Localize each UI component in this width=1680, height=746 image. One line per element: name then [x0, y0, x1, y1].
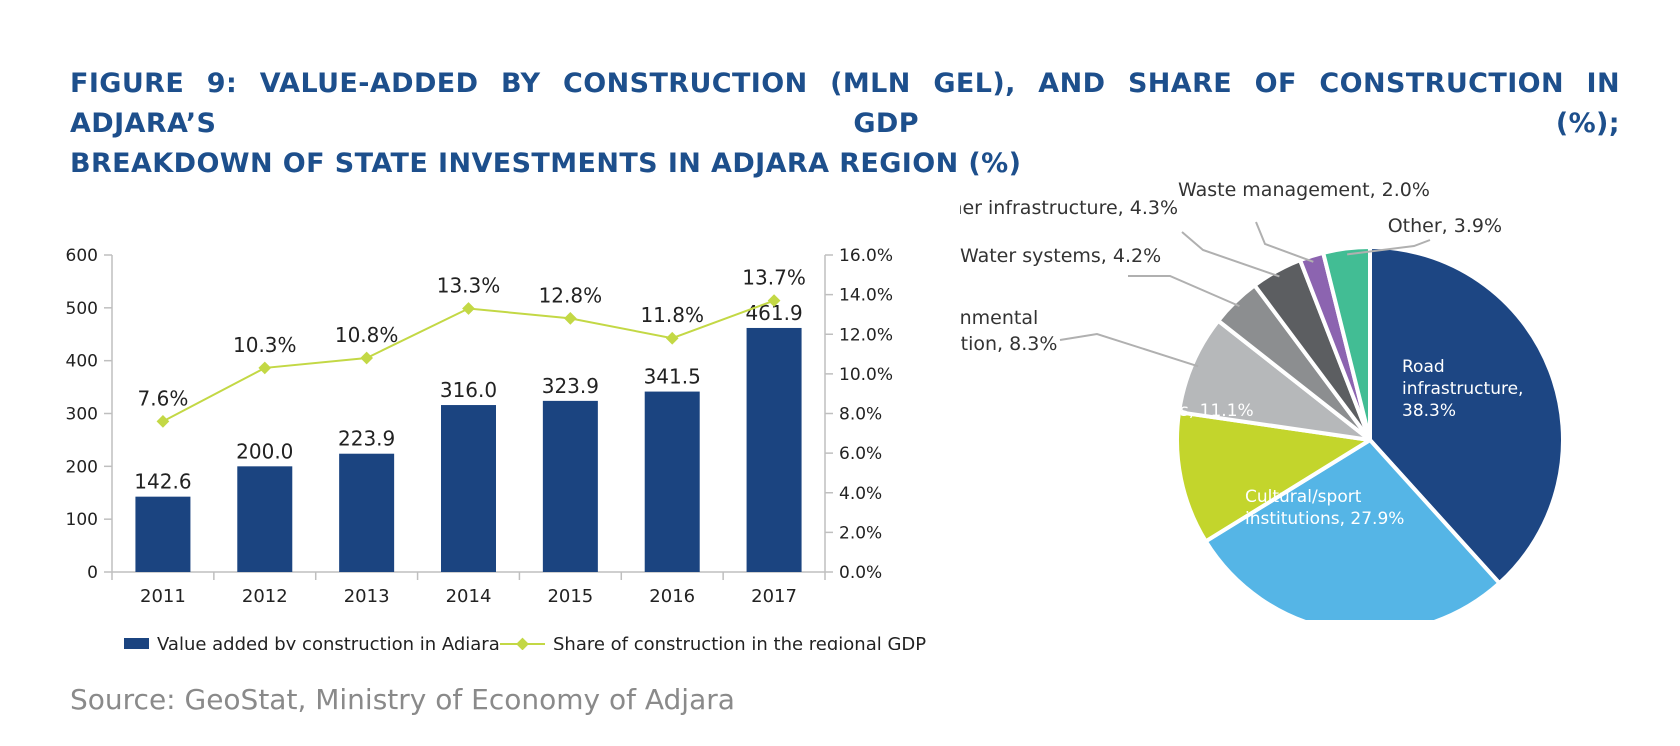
right-tick-label: 8.0% — [839, 405, 882, 425]
pie-slice — [1175, 410, 1372, 544]
right-tick-label: 10.0% — [839, 365, 893, 385]
bar — [746, 327, 802, 572]
right-tick-label: 0.0% — [839, 563, 882, 583]
pie-slice — [1321, 245, 1372, 442]
left-tick-label: 600 — [66, 246, 98, 266]
pie-slice-label: Environmentalprotection, 8.3% — [960, 307, 1057, 355]
right-tick-label: 16.0% — [839, 246, 893, 266]
pie-slice-label: Cultural/sport institutions, 27.9% — [1245, 487, 1404, 529]
line-marker — [563, 312, 577, 325]
line-marker — [258, 361, 272, 375]
line-value-label: 7.6% — [138, 386, 189, 410]
bar-value-label: 323.9 — [542, 374, 599, 398]
pie-slice-label: Other, 3.9% — [1388, 215, 1502, 237]
line-value-label: 10.3% — [233, 333, 297, 357]
pie-slice-label: Amenities, 11.1% — [1104, 401, 1254, 421]
x-tick-label: 2011 — [140, 586, 186, 607]
bar — [644, 391, 700, 572]
legend-bar-swatch — [124, 638, 149, 649]
pie-leader-line — [1181, 231, 1280, 278]
legend-bar-label: Value added by construction in Adjara — [157, 634, 500, 650]
figure-title-line-1: FIGURE 9: VALUE-ADDED BY CONSTRUCTION (M… — [70, 68, 1620, 139]
pie-slice-label: Other infrastructure, 4.3% — [960, 197, 1178, 219]
x-tick-label: 2016 — [649, 586, 695, 607]
line-marker — [360, 351, 374, 365]
pie-chart: Road infrastructure, 38.3% Cultural/sport in… — [960, 180, 1565, 620]
x-tick-label: 2017 — [751, 586, 797, 607]
pie-leader-line — [1255, 221, 1314, 263]
pie-leader-line — [1128, 275, 1240, 308]
bar-value-label: 223.9 — [338, 427, 395, 451]
x-tick-label: 2015 — [547, 586, 593, 607]
line-value-label: 13.7% — [742, 266, 806, 290]
legend-line-marker — [516, 637, 529, 650]
line-value-label: 13.3% — [437, 273, 501, 297]
figure-title-line-2: BREAKDOWN OF STATE INVESTMENTS IN ADJARA… — [70, 148, 1022, 179]
bar-value-label: 316.0 — [440, 378, 497, 402]
left-tick-label: 0 — [87, 563, 98, 583]
bar — [237, 466, 293, 572]
legend-line-label: Share of construction in the regional GD… — [553, 634, 926, 650]
pie-leader-line — [1059, 332, 1199, 368]
bar-value-label: 142.6 — [134, 470, 191, 494]
left-tick-label: 400 — [66, 352, 98, 372]
pie-leader-line — [1347, 239, 1431, 256]
line-marker — [156, 415, 170, 428]
bar-value-label: 200.0 — [236, 439, 293, 463]
line-value-label: 10.8% — [335, 323, 399, 347]
left-tick-label: 500 — [66, 299, 98, 319]
bar — [135, 496, 191, 572]
bar — [441, 405, 496, 572]
line-value-label: 11.8% — [640, 303, 704, 327]
x-tick-label: 2013 — [344, 586, 390, 607]
left-tick-label: 300 — [66, 405, 98, 425]
line-marker — [665, 331, 679, 345]
right-tick-label: 6.0% — [839, 444, 882, 464]
right-tick-label: 4.0% — [839, 484, 882, 504]
right-tick-label: 2.0% — [839, 523, 882, 543]
left-tick-label: 100 — [66, 510, 98, 530]
pie-slice — [1203, 438, 1502, 620]
pie-slice-label: Road infrastructure, 38.3% — [1402, 357, 1523, 421]
source-note: Source: GeoStat, Ministry of Economy of … — [70, 683, 735, 716]
x-tick-label: 2014 — [446, 586, 492, 607]
right-tick-label: 12.0% — [839, 325, 893, 345]
pie-slice — [1368, 245, 1565, 586]
line-value-label: 12.8% — [539, 283, 603, 307]
pie-slice-label: Waste management, 2.0% — [1178, 180, 1430, 201]
pie-slice-label: Water systems, 4.2% — [960, 245, 1161, 267]
line-marker — [462, 302, 475, 315]
right-tick-label: 14.0% — [839, 286, 893, 306]
bar — [339, 453, 395, 572]
left-tick-label: 200 — [66, 457, 98, 477]
bar-value-label: 341.5 — [644, 365, 701, 389]
x-tick-label: 2012 — [242, 586, 288, 607]
figure-title: FIGURE 9: VALUE-ADDED BY CONSTRUCTION (M… — [70, 64, 1620, 184]
bar-line-chart: 0 100 200 300 400 500 600 0.0% 2.0% 4.0% 6.0% 8.0% 1… — [66, 246, 926, 650]
bar — [542, 400, 598, 572]
